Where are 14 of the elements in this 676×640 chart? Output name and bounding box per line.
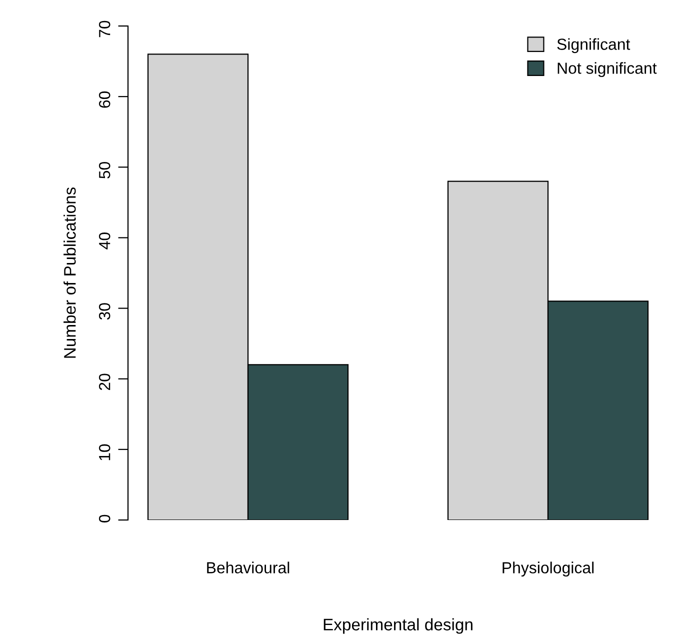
legend-label: Significant [557, 38, 630, 54]
y-tick-label: 70 [98, 20, 110, 38]
y-tick-label: 30 [98, 303, 110, 320]
y-tick-label: 50 [98, 162, 110, 178]
y-axis-title: Number of Publications [64, 187, 76, 358]
x-tick-label: Physiological [502, 562, 594, 577]
y-tick-label: 60 [98, 91, 110, 108]
x-axis-title: Experimental design [324, 618, 472, 634]
y-tick-label: 40 [98, 232, 110, 250]
y-tick-label: 20 [98, 374, 110, 390]
y-tick-label: 0 [98, 514, 110, 522]
y-tick-label: 10 [98, 444, 110, 460]
x-tick-label: Behavioural [207, 562, 290, 574]
legend-label: Not significant [558, 62, 657, 78]
